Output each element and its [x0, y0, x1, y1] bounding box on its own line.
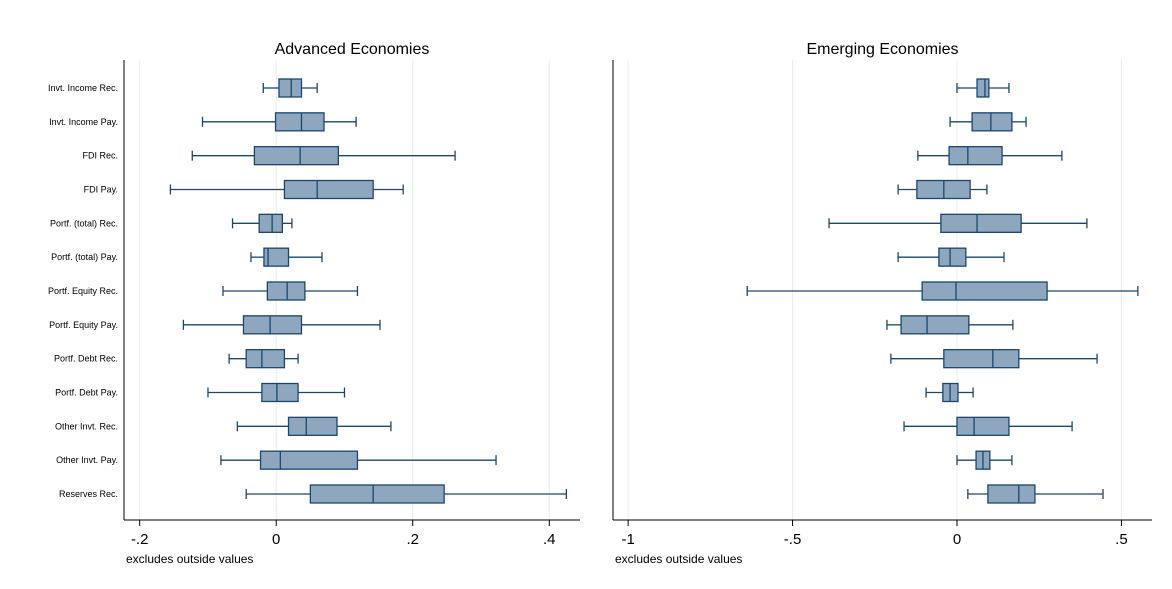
box — [900, 315, 970, 335]
y-tick-label: Reserves Rec. — [59, 489, 118, 499]
y-tick-label: Portf. Equity Pay. — [49, 320, 118, 330]
box — [259, 450, 359, 470]
box — [287, 416, 338, 436]
y-tick-label: Portf. Debt Pay. — [55, 388, 118, 398]
box — [948, 146, 1003, 166]
y-tick-label: FDI Pay. — [84, 185, 118, 195]
y-tick-label: FDI Rec. — [82, 151, 118, 161]
x-tick-label: 0 — [272, 531, 280, 548]
note: excludes outside values — [126, 552, 253, 566]
chart-title: Emerging Economies — [806, 41, 958, 58]
box — [258, 213, 284, 233]
box — [943, 349, 1020, 369]
box — [263, 247, 290, 267]
box — [245, 349, 286, 369]
box — [309, 484, 445, 504]
box — [283, 179, 374, 200]
x-tick-label: -1 — [621, 531, 634, 548]
y-tick-label: Portf. (total) Pay. — [51, 252, 118, 262]
chart-title: Advanced Economies — [275, 41, 430, 58]
y-tick-label: Portf. Debt Rec. — [54, 354, 118, 364]
x-tick-label: .4 — [543, 531, 556, 548]
box — [921, 281, 1048, 301]
x-tick-label: -.5 — [784, 531, 802, 548]
box — [940, 213, 1022, 233]
y-tick-label: Portf. Equity Rec. — [48, 286, 118, 296]
box — [261, 382, 299, 403]
box — [976, 78, 990, 98]
box — [242, 315, 303, 335]
y-tick-label: Invt. Income Pay. — [49, 117, 118, 127]
box — [971, 112, 1013, 132]
x-tick-label: .2 — [406, 531, 419, 548]
y-tick-label: Portf. (total) Rec. — [50, 218, 118, 228]
box — [274, 112, 325, 132]
box — [938, 247, 967, 267]
x-tick-label: .5 — [1115, 531, 1128, 548]
y-tick-label: Invt. Income Rec. — [48, 83, 118, 93]
y-tick-label: Other Invt. Rec. — [55, 421, 118, 431]
box — [266, 281, 306, 301]
x-tick-label: 0 — [953, 531, 961, 548]
x-tick-label: -.2 — [131, 531, 149, 548]
y-tick-label: Other Invt. Pay. — [56, 455, 118, 465]
box — [956, 416, 1010, 436]
box — [987, 484, 1036, 504]
box — [278, 78, 303, 98]
box — [253, 146, 339, 166]
note: excludes outside values — [615, 552, 742, 566]
